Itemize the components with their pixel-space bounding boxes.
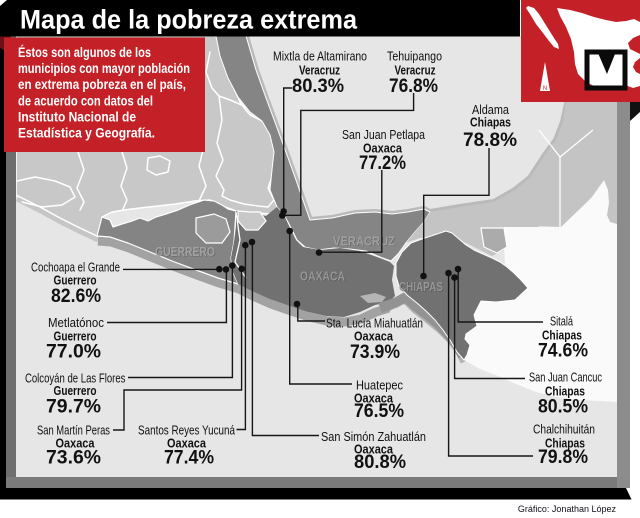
svg-text:Metlatónoc: Metlatónoc bbox=[48, 316, 104, 330]
svg-text:73.9%: 73.9% bbox=[350, 341, 400, 363]
svg-text:Éstos son algunos de los: Éstos son algunos de los bbox=[18, 44, 151, 60]
svg-text:Oaxaca: Oaxaca bbox=[56, 437, 96, 451]
svg-text:OAXACA: OAXACA bbox=[301, 269, 346, 284]
svg-text:80.3%: 80.3% bbox=[292, 75, 344, 97]
svg-text:73.6%: 73.6% bbox=[46, 447, 101, 469]
svg-text:en extrema pobreza en el país,: en extrema pobreza en el país, bbox=[18, 76, 186, 92]
svg-text:Guerrero: Guerrero bbox=[54, 330, 97, 344]
svg-text:GUERRERO: GUERRERO bbox=[156, 245, 216, 260]
svg-text:Chiapas: Chiapas bbox=[542, 329, 582, 343]
svg-text:Chalchihuitán: Chalchihuitán bbox=[533, 423, 595, 437]
svg-text:Chiapas: Chiapas bbox=[470, 116, 511, 130]
svg-text:Oaxaca: Oaxaca bbox=[354, 392, 394, 406]
svg-text:Chiapas: Chiapas bbox=[545, 437, 585, 451]
svg-text:77.4%: 77.4% bbox=[164, 447, 214, 469]
svg-text:San Martín Peras: San Martín Peras bbox=[37, 424, 110, 438]
svg-text:San Juan Cancuc: San Juan Cancuc bbox=[529, 371, 602, 385]
svg-text:N: N bbox=[543, 86, 547, 92]
svg-text:GUERRERO: GUERRERO bbox=[155, 244, 215, 259]
svg-text:VERACRUZ: VERACRUZ bbox=[334, 234, 396, 249]
svg-text:municipios con mayor población: municipios con mayor población bbox=[18, 60, 190, 76]
svg-text:Oaxaca: Oaxaca bbox=[354, 443, 394, 457]
svg-text:Estadística y Geografía.: Estadística y Geografía. bbox=[18, 125, 155, 141]
svg-text:Oaxaca: Oaxaca bbox=[167, 437, 207, 451]
svg-text:CHIAPAS: CHIAPAS bbox=[399, 279, 443, 294]
svg-text:Chiapas: Chiapas bbox=[545, 385, 585, 399]
svg-text:80.8%: 80.8% bbox=[354, 451, 406, 473]
svg-text:VERACRUZ: VERACRUZ bbox=[333, 234, 395, 249]
svg-text:77.2%: 77.2% bbox=[359, 152, 406, 174]
svg-text:San Simón Zahuatlán: San Simón Zahuatlán bbox=[321, 430, 426, 444]
svg-text:Mapa de la pobreza extrema: Mapa de la pobreza extrema bbox=[20, 5, 358, 35]
svg-text:Aldama: Aldama bbox=[472, 103, 509, 117]
svg-text:CHIAPAS: CHIAPAS bbox=[400, 280, 444, 295]
svg-text:Veracruz: Veracruz bbox=[299, 63, 340, 77]
svg-text:Cochoapa el Grande: Cochoapa el Grande bbox=[31, 261, 120, 275]
svg-text:80.5%: 80.5% bbox=[538, 396, 588, 418]
svg-text:79.7%: 79.7% bbox=[46, 396, 101, 418]
svg-text:78.8%: 78.8% bbox=[463, 129, 517, 151]
svg-text:de acuerdo con datos del: de acuerdo con datos del bbox=[18, 93, 153, 109]
svg-text:Instituto Nacional de: Instituto Nacional de bbox=[18, 109, 136, 125]
svg-text:76.5%: 76.5% bbox=[354, 400, 404, 422]
svg-text:Oaxaca: Oaxaca bbox=[354, 330, 394, 344]
svg-text:79.8%: 79.8% bbox=[538, 446, 588, 468]
svg-text:Tehuipango: Tehuipango bbox=[387, 49, 442, 63]
svg-text:Colcoyán de Las Flores: Colcoyán de Las Flores bbox=[25, 372, 126, 386]
svg-text:OAXACA: OAXACA bbox=[300, 269, 345, 284]
svg-text:Oaxaca: Oaxaca bbox=[363, 141, 403, 155]
svg-text:Guerrero: Guerrero bbox=[54, 274, 97, 288]
svg-text:77.0%: 77.0% bbox=[46, 341, 101, 363]
svg-text:Huatepec: Huatepec bbox=[356, 379, 403, 393]
svg-text:Sitalá: Sitalá bbox=[550, 315, 573, 329]
svg-text:Gráfico: Jonathan López: Gráfico: Jonathan López bbox=[518, 504, 617, 514]
svg-text:82.6%: 82.6% bbox=[51, 285, 101, 307]
svg-text:Santos Reyes Yucuná: Santos Reyes Yucuná bbox=[138, 424, 235, 438]
svg-text:Sta. Lucía Miahuatlán: Sta. Lucía Miahuatlán bbox=[326, 317, 423, 331]
svg-text:76.8%: 76.8% bbox=[389, 75, 438, 97]
svg-text:74.6%: 74.6% bbox=[538, 340, 588, 362]
svg-text:Guerrero: Guerrero bbox=[54, 384, 97, 398]
svg-text:Mixtla de Altamirano: Mixtla de Altamirano bbox=[273, 49, 367, 63]
svg-text:Veracruz: Veracruz bbox=[395, 63, 436, 77]
svg-text:San Juan Petlapa: San Juan Petlapa bbox=[342, 128, 425, 142]
